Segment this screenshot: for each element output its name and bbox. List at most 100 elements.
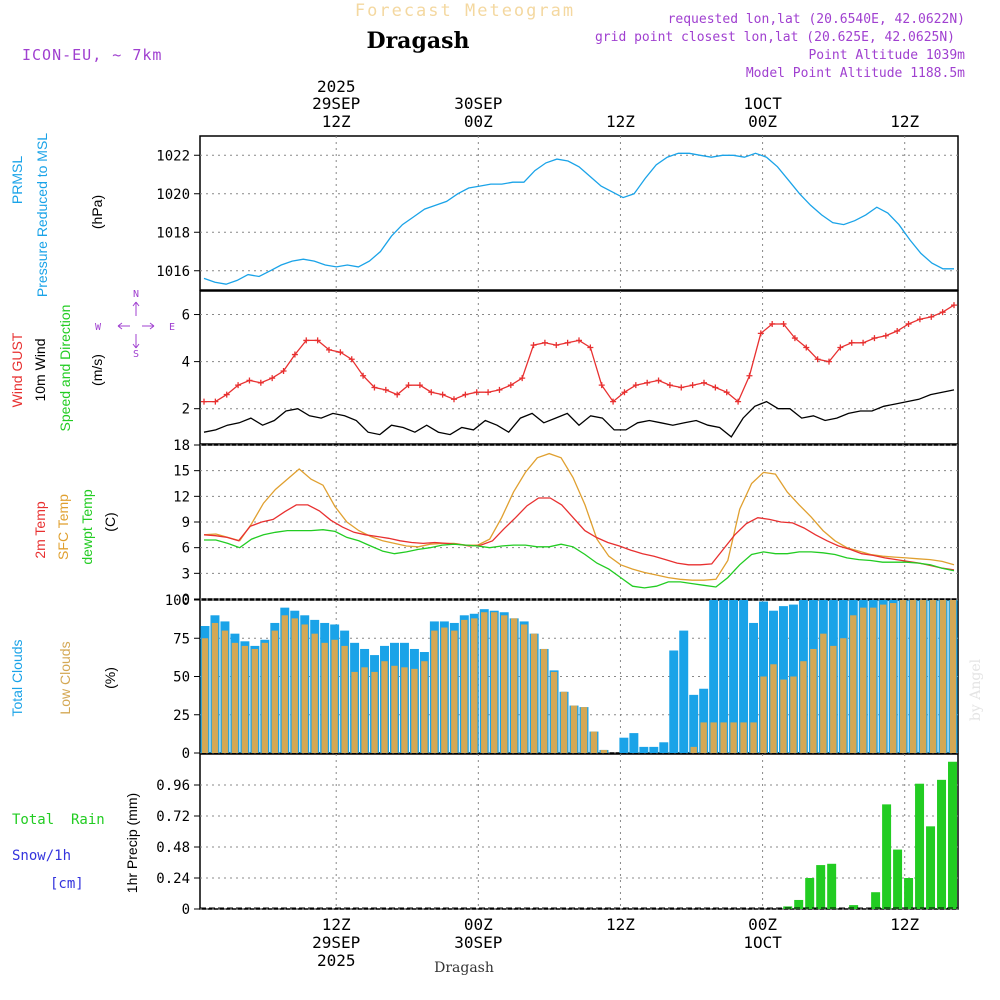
- model-altitude: Model Point Altitude 1188.5m: [746, 66, 965, 81]
- low-cloud-bar: [481, 612, 488, 753]
- temp-label-2: SFC Temp: [55, 494, 71, 560]
- pressure-label-1: PRMSL: [9, 156, 25, 204]
- sfc-temp-line: [203, 452, 955, 581]
- total-cloud-bar: [689, 694, 699, 753]
- low-cloud-bar: [241, 645, 249, 753]
- low-cloud-bar: [550, 671, 558, 753]
- wind-gust-label: Wind GUST: [9, 332, 25, 407]
- temp-ytick-label: 0: [182, 592, 190, 608]
- wind-gust-line-point: [428, 389, 435, 396]
- top-time-date: 30SEP: [454, 94, 502, 113]
- wind-speed-line: [203, 389, 955, 438]
- precip-bar: [904, 878, 914, 909]
- low-cloud-bar: [491, 612, 498, 753]
- wind-gust-line-point: [598, 382, 605, 389]
- footer-location: Dragash: [434, 960, 494, 976]
- total-cloud-bar: [669, 650, 679, 753]
- total-cloud-bar: [699, 688, 709, 753]
- low-cloud-bar: [201, 638, 209, 753]
- low-cloud-bar: [870, 607, 877, 753]
- precip-bar: [915, 783, 925, 909]
- low-cloud-bar: [570, 705, 578, 753]
- pressure-line: [203, 152, 954, 285]
- low-cloud-bar: [331, 639, 338, 753]
- wind-gust-line-point: [712, 384, 719, 391]
- pressure-ytick-label: 1020: [156, 187, 190, 203]
- total-cloud-bar: [709, 600, 719, 753]
- low-cloud-bar: [780, 679, 787, 753]
- total-cloud-bar: [719, 600, 729, 753]
- low-cloud-bar: [800, 661, 807, 753]
- total-cloud-bar: [629, 733, 639, 753]
- wind-gust-line-point: [723, 389, 730, 396]
- low-cloud-bar: [261, 642, 269, 753]
- temp-ytick-label: 15: [173, 464, 190, 480]
- pressure-frame: [199, 135, 959, 291]
- low-cloud-bar: [580, 707, 588, 753]
- wind-gust-line-point: [303, 337, 310, 344]
- wind-gust-line-point: [871, 335, 878, 342]
- precip-label-3: [cm]: [50, 876, 84, 892]
- temp-ytick-label: 3: [182, 566, 190, 582]
- wind-gust-line-point: [791, 335, 798, 342]
- low-cloud-bar: [211, 622, 219, 753]
- dewpt-line: [204, 529, 955, 589]
- cloud-unit: (%): [102, 667, 118, 689]
- temp-unit: (C): [102, 512, 118, 531]
- top-time-hour: 00Z: [464, 112, 493, 131]
- wind-unit: (m/s): [89, 354, 105, 386]
- total-cloud-bar: [749, 622, 759, 753]
- low-cloud-bar: [750, 722, 757, 753]
- wind-gust-line-point: [326, 346, 332, 353]
- total-cloud-bar: [739, 600, 749, 753]
- wind-gust-line: [204, 304, 955, 403]
- low-cloud-bar: [341, 645, 348, 753]
- total-cloud-bar: [619, 737, 629, 753]
- low-cloud-bar: [231, 642, 239, 753]
- wind-gust-line-point: [678, 384, 685, 391]
- precip-bar: [882, 804, 892, 909]
- low-cloud-bar: [899, 600, 907, 753]
- wind-gust-line-point: [689, 382, 696, 389]
- wind-gust-line-point: [803, 344, 810, 351]
- wind-gust-line-point: [632, 382, 639, 389]
- wind-gust-line-point: [905, 320, 912, 327]
- precip-ytick-label: 0.48: [156, 840, 190, 856]
- wind-gust-line-point: [257, 379, 264, 386]
- wind-gust-line-point: [928, 313, 935, 320]
- low-cloud-bar: [281, 615, 288, 753]
- wind-gust-line-point: [314, 337, 321, 344]
- point-altitude: Point Altitude 1039m: [808, 48, 965, 63]
- low-cloud-bar: [461, 619, 468, 753]
- wind-gust-line-point: [439, 391, 446, 398]
- wind-gust-line-point: [848, 339, 855, 346]
- cloud-label-2: Low Clouds: [57, 641, 73, 714]
- wind-gust-line-point: [462, 391, 469, 398]
- bottom-time-hour: 12Z: [322, 915, 351, 934]
- temp-ytick-label: 6: [182, 541, 190, 557]
- pressure-ytick-label: 1018: [156, 225, 190, 241]
- precip-frame: [199, 753, 959, 910]
- wind-gust-line-point: [621, 389, 628, 396]
- low-cloud-bar: [880, 604, 887, 753]
- wind-frame: [199, 290, 959, 445]
- low-cloud-bar: [830, 645, 837, 753]
- wind-gust-line-point: [201, 398, 207, 405]
- low-cloud-bar: [361, 667, 368, 753]
- top-time-hour: 12Z: [322, 112, 351, 131]
- precip-bar: [805, 878, 815, 909]
- compass-n: N: [133, 289, 139, 300]
- low-cloud-bar: [471, 618, 478, 753]
- wind-gust-line-point: [939, 309, 946, 316]
- wind-ytick-label: 6: [182, 308, 190, 324]
- precip-bar: [849, 905, 859, 909]
- bottom-time-hour: 00Z: [464, 915, 493, 934]
- wind-gust-line-point: [894, 328, 901, 335]
- wind-gust-line-point: [416, 382, 423, 389]
- wind-gust-line-point: [666, 382, 673, 389]
- model-label: ICON-EU, ~ 7km: [22, 46, 162, 64]
- low-cloud-bar: [850, 615, 857, 753]
- temp-label-1: 2m Temp: [32, 501, 48, 559]
- temp-label-3: dewpt Temp: [79, 489, 95, 564]
